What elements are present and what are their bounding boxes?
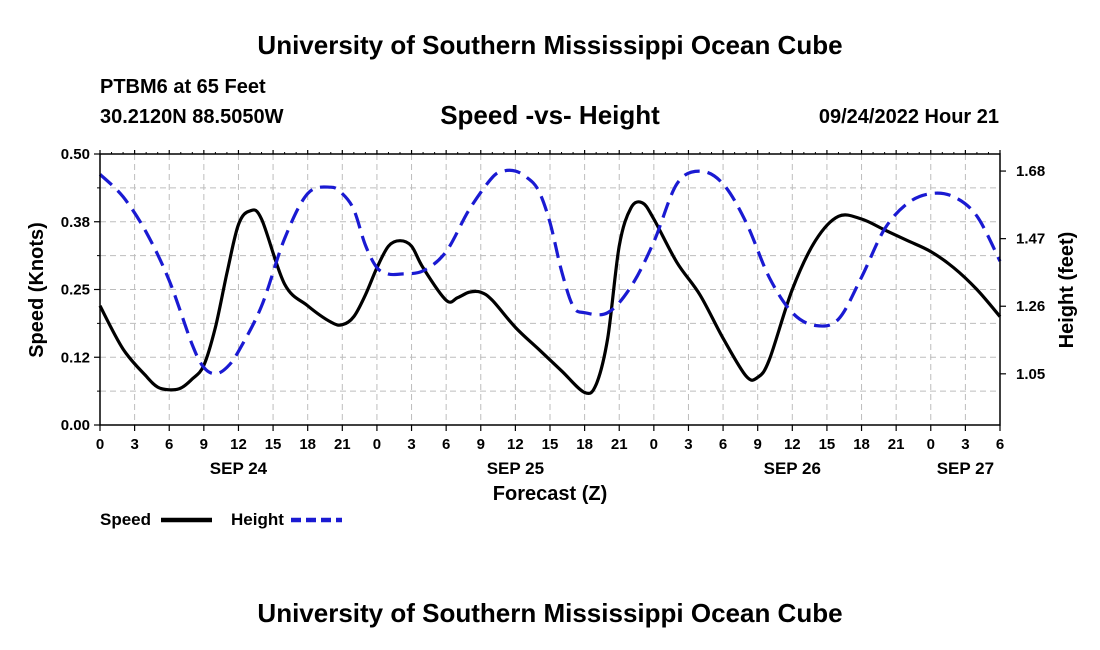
x-tick-label: 21 — [611, 436, 628, 453]
x-tick-label: 18 — [576, 436, 593, 453]
y-left-tick-label: 0.12 — [61, 349, 90, 366]
forecast-datetime: 09/24/2022 Hour 21 — [818, 106, 999, 128]
speed-series-line — [98, 200, 1002, 396]
x-tick-label: 15 — [819, 436, 836, 453]
date-label: SEP 25 — [487, 459, 544, 478]
legend-height-label: Height — [231, 510, 284, 529]
x-tick-label: 3 — [684, 436, 692, 453]
x-tick-label: 0 — [96, 436, 104, 453]
x-tick-label: 6 — [719, 436, 727, 453]
y-left-tick-label: 0.38 — [61, 214, 90, 231]
x-tick-label: 6 — [442, 436, 450, 453]
date-label: SEP 27 — [937, 459, 994, 478]
height-series-line — [98, 168, 1002, 376]
legend-speed-label: Speed — [100, 510, 152, 529]
y-right-tick-label: 1.26 — [1016, 298, 1045, 315]
footer-title: University of Southern Mississippi Ocean… — [257, 598, 843, 628]
x-tick-label: 3 — [407, 436, 415, 453]
page-title: University of Southern Mississippi Ocean… — [257, 30, 843, 60]
y-left-tick-label: 0.50 — [61, 146, 90, 163]
x-tick-label: 0 — [927, 436, 935, 453]
x-tick-label: 18 — [299, 436, 316, 453]
x-tick-label: 21 — [334, 436, 351, 453]
y-axis-left-title: Speed (Knots) — [26, 222, 48, 358]
y-axis-right-title: Height (feet) — [1056, 232, 1078, 349]
axes: 0 3 6 9 12 15 18 21 0 3 6 9 12 15 18 21 0 3 6 9 12 15 18 21 0 3 6S… — [61, 146, 1045, 478]
x-tick-label: 9 — [754, 436, 762, 453]
x-tick-label: 6 — [165, 436, 173, 453]
x-tick-label: 12 — [507, 436, 524, 453]
x-tick-label: 15 — [542, 436, 559, 453]
x-tick-label: 12 — [784, 436, 801, 453]
y-left-tick-label: 0.00 — [61, 417, 90, 434]
y-right-tick-label: 1.47 — [1016, 231, 1045, 248]
date-label: SEP 26 — [764, 459, 821, 478]
x-tick-label: 21 — [888, 436, 905, 453]
x-tick-label: 6 — [996, 436, 1004, 453]
x-tick-label: 12 — [230, 436, 247, 453]
x-tick-label: 0 — [373, 436, 381, 453]
y-right-tick-label: 1.68 — [1016, 163, 1045, 180]
x-tick-label: 9 — [477, 436, 485, 453]
date-label: SEP 24 — [210, 459, 268, 478]
station-coordinates: 30.2120N 88.5050W — [100, 106, 284, 128]
x-tick-label: 18 — [853, 436, 870, 453]
x-axis-title: Forecast (Z) — [493, 483, 607, 505]
x-tick-label: 0 — [650, 436, 658, 453]
series-layer — [98, 168, 1002, 396]
station-name: PTBM6 at 65 Feet — [100, 76, 266, 98]
chart-title: Speed -vs- Height — [440, 100, 660, 130]
x-tick-label: 3 — [961, 436, 969, 453]
grid — [100, 154, 1000, 425]
y-right-tick-label: 1.05 — [1016, 366, 1045, 383]
x-tick-label: 9 — [200, 436, 208, 453]
x-tick-label: 3 — [130, 436, 138, 453]
x-tick-label: 15 — [265, 436, 282, 453]
y-left-tick-label: 0.25 — [61, 282, 90, 299]
